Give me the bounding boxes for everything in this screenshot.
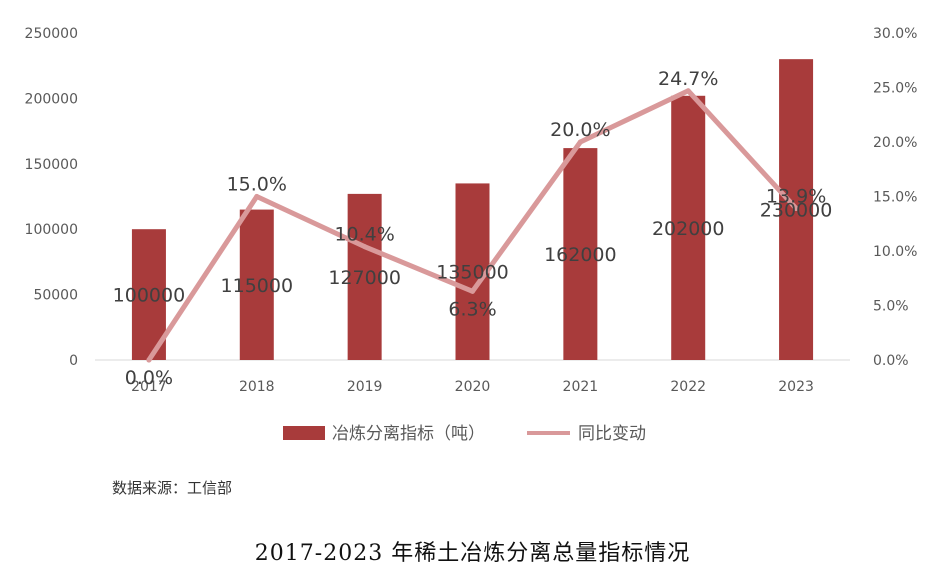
y-left-tick-label: 0 [69,353,78,369]
bar-value-label: 100000 [113,285,186,307]
line-point [146,357,152,363]
y-right-tick-label: 30.0% [873,26,917,42]
x-tick-label: 2022 [670,379,706,395]
x-tick-label: 2018 [239,379,275,395]
bar [131,229,166,360]
bar-value-label: 115000 [221,275,294,297]
y-left-tick-label: 50000 [33,288,78,304]
y-right-tick-label: 20.0% [873,135,917,151]
bar-value-label: 127000 [328,267,401,289]
line-value-label: 6.3% [448,298,496,320]
x-tick-label: 2020 [455,379,491,395]
line-point [577,139,583,145]
line-value-label: 24.7% [658,68,718,90]
line-value-label: 20.0% [550,119,610,141]
x-tick-label: 2019 [347,379,383,395]
bar-data-labels: 100000 115000 127000 135000 162000 202000 2300… [113,200,833,307]
bar [347,193,382,360]
bar-value-label: 202000 [652,218,725,240]
line-data-labels: 0.0% 15.0% 10.4% 6.3% 20.0% 24.7% 13.9% [125,68,826,389]
line-point [362,244,368,250]
line-value-label: 10.4% [334,224,394,246]
line-series [146,88,799,363]
y-left-tick-label: 250000 [25,26,78,42]
legend-bar-label: 冶炼分离指标（吨） [332,424,485,444]
bar-value-label: 162000 [544,244,617,266]
line-point [254,194,260,199]
x-axis-ticks: 2017 2018 2019 2020 2021 2022 2023 [131,379,814,395]
y-right-tick-label: 25.0% [873,81,917,97]
y-left-tick-label: 150000 [25,157,78,173]
line-point [685,88,691,94]
y-right-tick-label: 0.0% [873,353,909,369]
line-value-label: 15.0% [227,174,287,196]
x-tick-label: 2021 [563,379,599,395]
y-axis-right: 0.0% 5.0% 10.0% 15.0% 20.0% 25.0% 30.0% [873,26,917,369]
source-note: 数据来源：工信部 [112,479,233,497]
chart: 0 50000 100000 150000 200000 250000 0.0% 5.0% 1… [25,26,918,444]
y-left-tick-label: 200000 [25,91,78,107]
line-value-label: 0.0% [125,367,173,389]
chart-title: 2017-2023 年稀土冶炼分离总量指标情况 [254,541,691,566]
bar [563,148,598,360]
legend-bar-swatch [283,426,325,440]
legend-line-label: 同比变动 [578,424,646,444]
bar-value-label: 230000 [760,200,833,222]
line-point [470,288,475,294]
y-right-tick-label: 5.0% [873,299,909,315]
y-left-tick-label: 100000 [25,222,78,238]
legend: 冶炼分离指标（吨） 同比变动 [283,424,646,444]
x-tick-label: 2023 [778,379,814,395]
line-point [793,205,799,211]
line-value-label: 13.9% [766,185,826,207]
bar-value-label: 135000 [436,262,509,284]
y-right-tick-label: 15.0% [873,190,917,206]
x-tick-label: 2017 [131,379,167,395]
bar [239,209,274,360]
y-right-tick-label: 10.0% [873,244,917,260]
y-axis-left: 0 50000 100000 150000 200000 250000 [25,26,78,369]
bar [671,95,706,360]
